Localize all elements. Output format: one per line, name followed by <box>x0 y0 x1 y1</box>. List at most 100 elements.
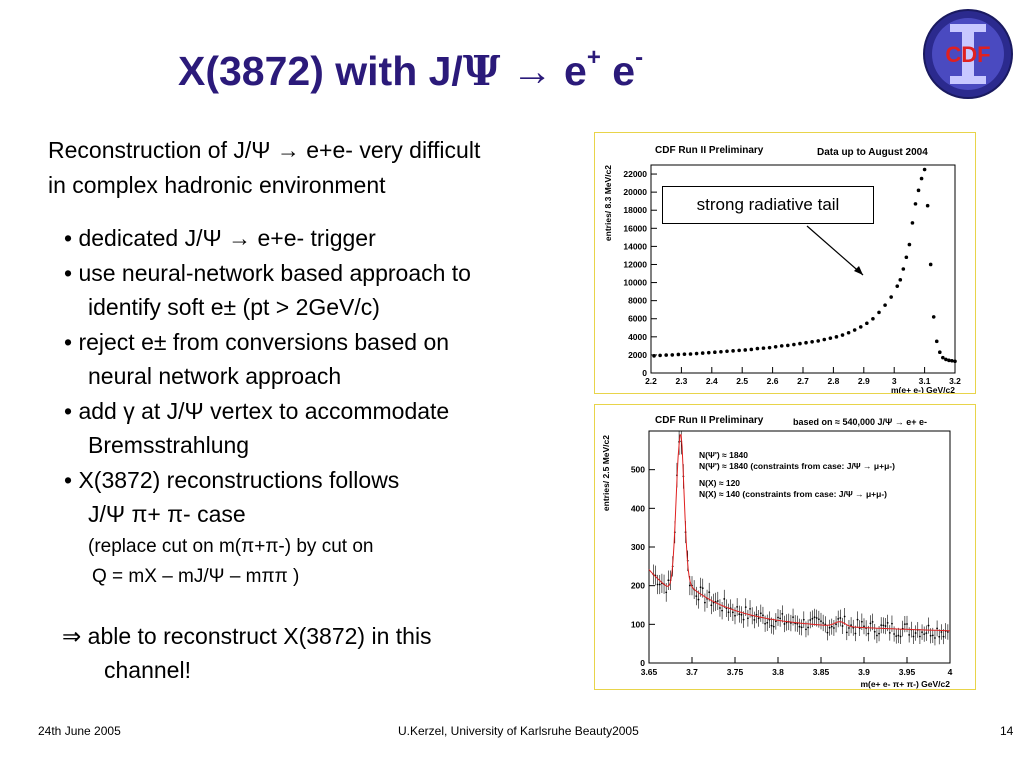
data-point <box>934 339 939 344</box>
data-point <box>815 617 818 619</box>
y-tick-label: 300 <box>631 542 645 552</box>
plot-subtitle: Data up to August 2004 <box>817 147 928 158</box>
data-point <box>936 627 938 630</box>
data-point <box>846 330 851 335</box>
data-point <box>700 351 705 355</box>
data-point <box>837 618 840 620</box>
data-point <box>913 202 918 206</box>
data-point <box>941 355 945 360</box>
data-point <box>676 352 681 357</box>
data-point <box>869 622 872 625</box>
data-point <box>867 632 870 635</box>
cdf-logo: CDF <box>923 9 1013 99</box>
data-point <box>841 625 844 627</box>
conclusion-line: ⇒ able to reconstruct X(3872) in this <box>62 623 432 649</box>
data-point <box>805 628 807 631</box>
data-point <box>688 584 691 587</box>
bullet-note: Q = mX – mJ/Ψ – mππ ) <box>92 565 300 587</box>
data-point <box>876 634 878 637</box>
data-point <box>947 358 951 363</box>
footer-page-number: 14 <box>1000 724 1014 738</box>
data-point <box>921 631 923 633</box>
data-point <box>786 343 790 348</box>
data-point <box>912 635 915 638</box>
logo-text: CDF <box>945 42 990 67</box>
data-point <box>652 354 656 358</box>
data-point <box>923 633 926 636</box>
data-point <box>898 278 903 282</box>
y-tick-label: 4000 <box>628 332 647 342</box>
data-point <box>770 624 773 627</box>
data-point <box>843 615 846 618</box>
x-tick-label: 3.9 <box>858 667 870 677</box>
data-point <box>731 611 734 614</box>
data-point <box>658 583 661 586</box>
data-point <box>688 352 693 356</box>
y-tick-label: 18000 <box>623 205 647 215</box>
data-point <box>940 631 943 633</box>
y-tick-label: 22000 <box>623 169 647 179</box>
legend-entry: N(X) ≈ 120 <box>699 478 740 488</box>
data-point <box>914 632 917 634</box>
data-point <box>749 347 754 352</box>
intro-line: Reconstruction of J/Ψ → e+e- very diffic… <box>48 137 481 163</box>
data-point <box>667 579 670 582</box>
annotation-box: strong radiative tail <box>662 186 874 224</box>
plot-subtitle: based on ≈ 540,000 J/Ψ → e+ e- <box>793 417 927 427</box>
data-point <box>762 614 764 617</box>
x-tick-label: 3.8 <box>772 667 784 677</box>
conclusion-line: channel! <box>104 657 191 683</box>
data-point <box>925 632 928 635</box>
y-tick-label: 12000 <box>623 259 647 269</box>
data-point <box>817 618 820 621</box>
data-point <box>743 348 748 352</box>
data-point <box>704 601 706 604</box>
data-point <box>889 295 893 299</box>
x-tick-label: 3.1 <box>919 376 931 386</box>
x-tick-label: 2.7 <box>797 376 809 386</box>
data-point <box>744 606 747 608</box>
data-point <box>888 631 891 634</box>
data-point <box>910 221 915 225</box>
data-point <box>901 267 906 271</box>
data-point <box>946 631 949 633</box>
data-point <box>798 625 801 628</box>
plot-mass-ee: CDF Run II Preliminary Data up to August … <box>594 132 976 395</box>
y-tick-label: 500 <box>631 465 645 475</box>
data-point <box>737 348 741 353</box>
x-tick-label: 2.4 <box>706 376 718 386</box>
data-point <box>944 357 948 362</box>
plot-title: CDF Run II Preliminary <box>655 415 764 426</box>
data-point <box>759 612 762 615</box>
data-point <box>871 620 874 623</box>
data-point <box>828 336 833 340</box>
data-point <box>877 310 881 315</box>
data-point <box>807 626 809 629</box>
data-point <box>899 635 902 638</box>
data-point <box>850 624 852 627</box>
data-point <box>871 316 875 321</box>
data-point <box>740 613 743 616</box>
data-point <box>697 598 700 601</box>
data-point <box>777 616 779 619</box>
data-point <box>767 345 772 350</box>
data-point <box>734 614 736 617</box>
intro-text: Reconstruction of J/Ψ → e+e- very diffic… <box>48 133 480 203</box>
y-tick-label: 400 <box>631 503 645 513</box>
footer-date: 24th June 2005 <box>38 724 121 738</box>
data-point <box>766 621 769 624</box>
data-point <box>798 341 802 346</box>
data-point <box>950 358 954 363</box>
data-point <box>927 624 930 627</box>
data-point <box>931 634 934 637</box>
data-point <box>895 635 898 638</box>
data-point <box>878 632 880 635</box>
data-point <box>779 344 784 348</box>
data-point <box>925 203 930 208</box>
data-point <box>893 633 895 635</box>
data-point <box>664 353 668 357</box>
x-tick-label: 2.3 <box>675 376 687 386</box>
data-point <box>783 623 786 625</box>
y-tick-label: 100 <box>631 619 645 629</box>
bullet-item: • add γ at J/Ψ vertex to accommodate <box>64 397 450 424</box>
